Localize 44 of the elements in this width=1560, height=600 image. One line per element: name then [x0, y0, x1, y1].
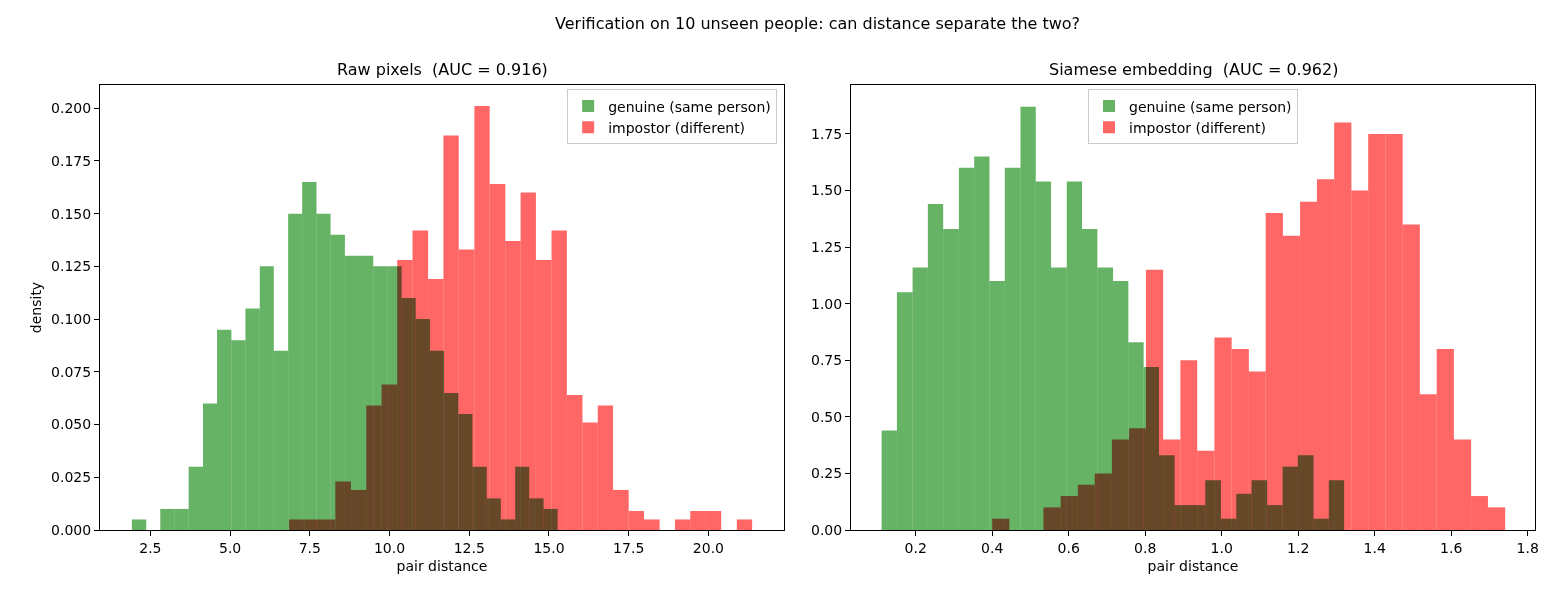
y-tick-label: 0.00: [811, 521, 843, 538]
x-tick-label: 1.2: [1287, 539, 1310, 556]
y-tick-label: 1.00: [811, 295, 843, 312]
legend-label: impostor (different): [1129, 119, 1266, 136]
legend-label: genuine (same person): [1129, 98, 1292, 115]
x-tick-label: 15.0: [533, 539, 565, 556]
y-axis-title: density: [27, 281, 44, 334]
x-tick-label: 10.0: [373, 539, 406, 556]
legend-label: impostor (different): [608, 119, 746, 136]
y-tick-label: 0.025: [51, 469, 92, 486]
x-tick-label: 1.6: [1440, 539, 1463, 556]
text: Verification on 10 unseen people: can distance separate the two?: [555, 14, 1081, 33]
x-tick-label: 1.4: [1363, 539, 1386, 556]
chart-title: Raw pixels (AUC = 0.916): [337, 60, 548, 79]
x-axis-title: pair distance: [396, 558, 488, 575]
chart-title: Siamese embedding (AUC = 0.962): [1049, 60, 1339, 79]
legend-label: genuine (same person): [608, 98, 771, 115]
y-tick-label: 0.50: [811, 408, 843, 425]
y-tick-label: 0.175: [51, 152, 92, 169]
y-tick-label: 0.050: [51, 416, 92, 433]
y-tick-label: 1.25: [811, 238, 843, 255]
x-axis-title: pair distance: [1147, 558, 1239, 575]
y-tick-label: 0.075: [51, 363, 92, 380]
y-tick-label: 1.75: [811, 125, 843, 142]
x-tick-label: 1.8: [1516, 539, 1539, 556]
y-tick-label: 0.125: [51, 258, 92, 275]
y-tick-label: 0.150: [51, 205, 92, 222]
y-tick-label: 0.25: [811, 465, 843, 482]
x-tick-label: 5.0: [218, 539, 242, 556]
y-tick-label: 1.50: [811, 182, 843, 199]
x-tick-label: 12.5: [453, 539, 485, 556]
y-tick-label: 0.200: [51, 100, 92, 117]
x-tick-label: 0.2: [904, 539, 927, 556]
x-tick-label: 1.0: [1210, 539, 1233, 556]
x-tick-label: 17.5: [613, 539, 645, 556]
y-tick-label: 0.75: [811, 352, 843, 369]
x-tick-label: 7.5: [298, 539, 321, 556]
x-tick-label: 0.8: [1134, 539, 1157, 556]
y-tick-label: 0.100: [51, 311, 92, 327]
x-tick-label: 0.6: [1057, 539, 1080, 556]
x-tick-label: 2.5: [139, 539, 162, 556]
x-tick-label: 0.4: [981, 539, 1004, 556]
x-tick-label: 20.0: [692, 539, 725, 556]
y-tick-label: 0.000: [51, 521, 92, 538]
